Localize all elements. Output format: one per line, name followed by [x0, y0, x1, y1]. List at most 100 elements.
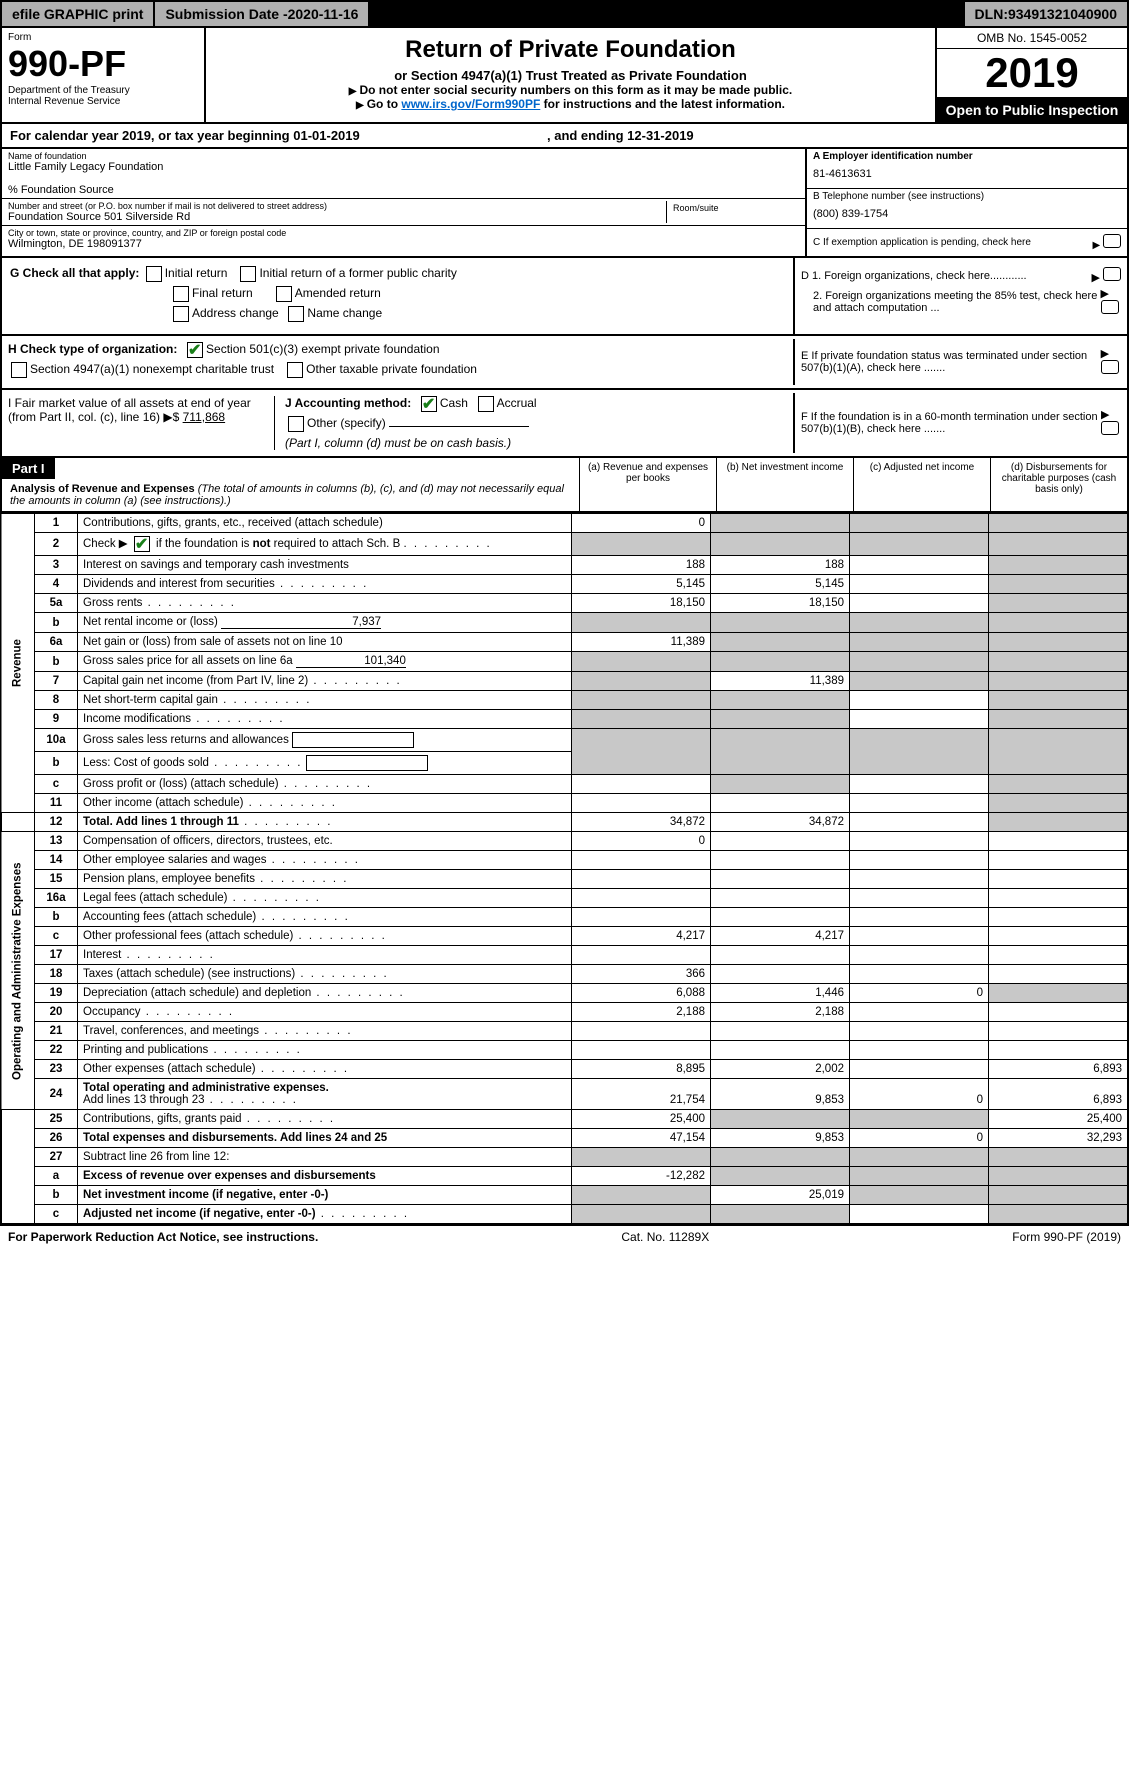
irs-label: Internal Revenue Service [8, 96, 198, 107]
ln-27a: a [35, 1167, 78, 1186]
cell-23d: 6,893 [989, 1060, 1129, 1079]
desc-23: Other expenses (attach schedule) [83, 1063, 256, 1075]
ln-10b: b [35, 752, 78, 775]
ln-7: 7 [35, 672, 78, 691]
checkbox-e[interactable] [1101, 360, 1119, 374]
desc-10c: Gross profit or (loss) (attach schedule) [83, 778, 279, 790]
name-label: Name of foundation [8, 151, 799, 161]
desc-12: Total. Add lines 1 through 11 [83, 816, 239, 828]
desc-24b: Add lines 13 through 23 [83, 1094, 204, 1106]
cell-25a: 25,400 [572, 1110, 711, 1129]
checkbox-amended[interactable] [276, 286, 292, 302]
checkbox-cash[interactable] [421, 396, 437, 412]
ln-13: 13 [35, 832, 78, 851]
ln-10a: 10a [35, 729, 78, 752]
d1-label: D 1. Foreign organizations, check here..… [801, 270, 1027, 282]
cell-27b-b: 25,019 [711, 1186, 850, 1205]
checkbox-other-method[interactable] [288, 416, 304, 432]
desc-24: Total operating and administrative expen… [83, 1082, 329, 1094]
desc-26: Total expenses and disbursements. Add li… [83, 1132, 387, 1144]
ln-9: 9 [35, 710, 78, 729]
cell-24c: 0 [850, 1079, 989, 1110]
cell-16c-b: 4,217 [711, 927, 850, 946]
ln-4: 4 [35, 575, 78, 594]
j-note: (Part I, column (d) must be on cash basi… [285, 436, 787, 450]
desc-1: Contributions, gifts, grants, etc., rece… [78, 514, 572, 533]
street-address: Foundation Source 501 Silverside Rd [8, 211, 666, 223]
ln-12: 12 [35, 813, 78, 832]
desc-7: Capital gain net income (from Part IV, l… [83, 675, 308, 687]
h-label: H Check type of organization: [8, 342, 177, 356]
ln-24: 24 [35, 1079, 78, 1110]
cell-13a: 0 [572, 832, 711, 851]
cell-5a-a: 18,150 [572, 594, 711, 613]
desc-3: Interest on savings and temporary cash i… [78, 556, 572, 575]
cell-12a: 34,872 [572, 813, 711, 832]
year-begin: 01-01-2019 [293, 128, 360, 143]
ln-15: 15 [35, 870, 78, 889]
care-of: % Foundation Source [8, 184, 799, 196]
g-opt-2: Final return [192, 286, 253, 300]
room-label: Room/suite [667, 201, 799, 223]
checkbox-d2[interactable] [1101, 300, 1119, 314]
phone-label: B Telephone number (see instructions) [813, 191, 1121, 202]
checkbox-initial-former[interactable] [240, 266, 256, 282]
calyear-pre: For calendar year 2019, or tax year begi… [10, 128, 293, 143]
checkbox-name[interactable] [288, 306, 304, 322]
header-mid: Return of Private Foundation or Section … [206, 28, 935, 122]
omb-number: OMB No. 1545-0052 [937, 28, 1127, 49]
footer-right: Form 990-PF (2019) [1012, 1230, 1121, 1244]
desc-25: Contributions, gifts, grants paid [83, 1113, 242, 1125]
desc-6b: Gross sales price for all assets on line… [83, 655, 293, 667]
cell-1d [989, 514, 1129, 533]
checkbox-f[interactable] [1101, 421, 1119, 435]
foundation-name: Little Family Legacy Foundation [8, 161, 799, 173]
part1-label: Part I [2, 458, 55, 479]
desc-18: Taxes (attach schedule) (see instruction… [83, 968, 295, 980]
desc-5b: Net rental income or (loss) [83, 616, 218, 628]
checkbox-schb[interactable] [134, 536, 150, 552]
page-footer: For Paperwork Reduction Act Notice, see … [0, 1225, 1129, 1248]
desc-8: Net short-term capital gain [83, 694, 218, 706]
form-header: Form 990-PF Department of the Treasury I… [0, 28, 1129, 124]
revenue-label: Revenue [1, 514, 35, 813]
ln-2: 2 [35, 533, 78, 556]
g-opt-4: Address change [192, 306, 279, 320]
c-label: C If exemption application is pending, c… [813, 237, 1031, 248]
ln-21: 21 [35, 1022, 78, 1041]
h-opt-2: Section 4947(a)(1) nonexempt charitable … [30, 362, 274, 376]
desc-15: Pension plans, employee benefits [83, 873, 255, 885]
cell-3b: 188 [711, 556, 850, 575]
footer-mid: Cat. No. 11289X [621, 1230, 709, 1244]
checkbox-c[interactable] [1103, 234, 1121, 248]
calyear-mid: , and ending [547, 128, 627, 143]
subdate-label: Submission Date - [165, 6, 287, 22]
cell-20a: 2,188 [572, 1003, 711, 1022]
desc-13: Compensation of officers, directors, tru… [78, 832, 572, 851]
cell-23b: 2,002 [711, 1060, 850, 1079]
section-g-d: G Check all that apply: Initial return I… [0, 258, 1129, 336]
checkbox-address[interactable] [173, 306, 189, 322]
ln-18: 18 [35, 965, 78, 984]
instruction-1: Do not enter social security numbers on … [359, 83, 792, 97]
checkbox-initial[interactable] [146, 266, 162, 282]
part1-title: Analysis of Revenue and Expenses [10, 483, 195, 495]
ln-6b: b [35, 652, 78, 672]
checkbox-d1[interactable] [1103, 267, 1121, 281]
checkbox-other-taxable[interactable] [287, 362, 303, 378]
dept-label: Department of the Treasury [8, 85, 198, 96]
ln-22: 22 [35, 1041, 78, 1060]
irs-link[interactable]: www.irs.gov/Form990PF [401, 97, 540, 111]
checkbox-4947[interactable] [11, 362, 27, 378]
cell-26d: 32,293 [989, 1129, 1129, 1148]
checkbox-accrual[interactable] [478, 396, 494, 412]
efile-label[interactable]: efile GRAPHIC print [2, 2, 155, 26]
cell-26a: 47,154 [572, 1129, 711, 1148]
cell-3a: 188 [572, 556, 711, 575]
ln-8: 8 [35, 691, 78, 710]
col-b-header: (b) Net investment income [716, 458, 853, 511]
e-label: E If private foundation status was termi… [801, 350, 1101, 374]
cell-16c-a: 4,217 [572, 927, 711, 946]
checkbox-final[interactable] [173, 286, 189, 302]
checkbox-501c3[interactable] [187, 342, 203, 358]
